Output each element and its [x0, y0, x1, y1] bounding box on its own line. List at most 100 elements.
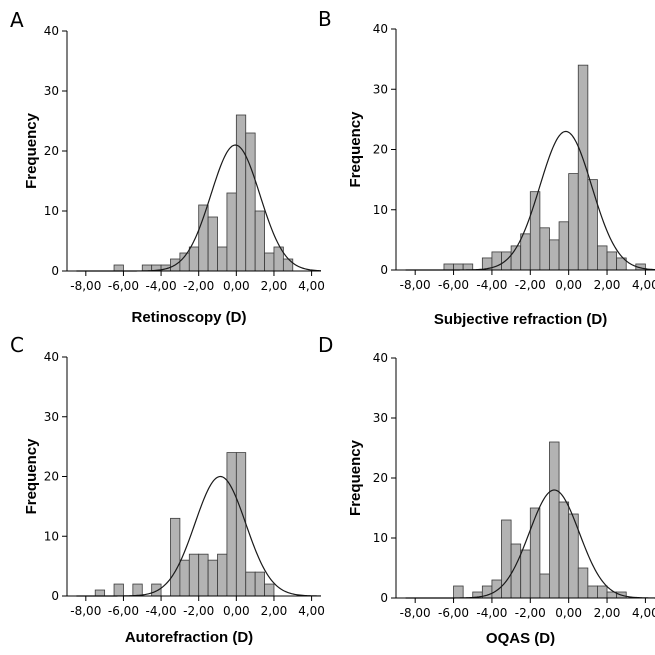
histogram-bar [94, 589, 106, 597]
panel-d: D 0 10 20 30 40 -8,00 -6,00 -4,00 -2,00 0,00 2,00 4,… [318, 333, 655, 647]
x-tick-label: -4,00 [146, 604, 177, 618]
y-tick-label: 40 [44, 24, 59, 38]
histogram-bar [151, 583, 162, 597]
panel-letter: C [10, 333, 24, 357]
histogram-bar [207, 559, 218, 597]
histogram-bar [217, 246, 228, 272]
y-axis-title: Frequency [23, 112, 40, 189]
x-tick-label: -2,00 [515, 278, 546, 292]
histogram-bar [113, 264, 124, 272]
x-tick-label: 0,00 [555, 606, 582, 620]
y-tick-label: 10 [373, 531, 388, 545]
y-tick-label: 30 [373, 82, 388, 96]
histogram-bar [226, 192, 237, 272]
histogram-bar [597, 585, 608, 599]
x-axis-title: Autorefraction (D) [125, 629, 253, 646]
x-tick-label: -2,00 [183, 279, 214, 293]
y-tick-label: 40 [373, 22, 388, 36]
x-tick-label: -6,00 [108, 604, 139, 618]
histogram-bar [539, 227, 550, 271]
histogram-bar [520, 233, 531, 271]
x-tick-label: 2,00 [594, 606, 621, 620]
x-tick-label: 2,00 [261, 279, 288, 293]
y-tick-label: 30 [44, 410, 59, 424]
x-axis-title: Subjective refraction (D) [434, 311, 607, 328]
histogram-bar [226, 452, 237, 597]
x-axis-title: Retinoscopy (D) [131, 309, 246, 326]
histogram-bar [529, 191, 541, 271]
histogram-bar [198, 204, 209, 272]
histogram-bar [568, 173, 579, 271]
x-tick-label: 4,00 [632, 606, 655, 620]
histogram-bar [462, 263, 474, 271]
histogram-bar [501, 519, 512, 599]
y-tick-label: 40 [373, 351, 388, 365]
x-tick-label: 4,00 [632, 278, 655, 292]
histogram-bar [235, 452, 247, 597]
x-tick-label: -4,00 [476, 606, 507, 620]
y-tick-label: 20 [44, 470, 59, 484]
histogram-bar [491, 579, 502, 599]
y-tick-label: 30 [44, 84, 59, 98]
y-tick-label: 20 [373, 471, 388, 485]
x-tick-label: -6,00 [438, 606, 469, 620]
x-tick-label: -4,00 [476, 278, 507, 292]
histogram-bar [453, 263, 464, 271]
x-tick-label: 4,00 [298, 604, 325, 618]
y-axis-title: Frequency [347, 111, 364, 188]
x-tick-label: -4,00 [146, 279, 177, 293]
histogram-bar [188, 246, 200, 272]
histogram-bar [217, 553, 228, 597]
histogram-bar [443, 263, 454, 271]
y-tick-label: 0 [51, 264, 59, 278]
histogram-bar [587, 585, 598, 599]
x-tick-label: -2,00 [183, 604, 214, 618]
histogram-bar [549, 441, 560, 599]
histogram-bar [254, 571, 265, 597]
y-tick-label: 10 [373, 203, 388, 217]
histogram-bar [597, 245, 608, 271]
y-axis-title: Frequency [347, 439, 364, 516]
histogram-bar [501, 251, 512, 271]
x-tick-label: 4,00 [298, 279, 325, 293]
histogram-bar [254, 210, 265, 272]
histogram-bar [264, 583, 275, 597]
histogram-bar [141, 264, 153, 272]
x-tick-label: 0,00 [223, 279, 250, 293]
histogram-bar [132, 583, 143, 597]
x-tick-label: -8,00 [400, 606, 431, 620]
x-axis-title: OQAS (D) [486, 630, 555, 647]
x-tick-label: -8,00 [400, 278, 431, 292]
histogram-bar [558, 221, 570, 271]
y-tick-label: 20 [373, 143, 388, 157]
histogram-bar [207, 216, 218, 272]
y-tick-label: 0 [51, 589, 59, 603]
histogram-bar [282, 258, 294, 272]
y-tick-label: 0 [380, 263, 388, 277]
histogram-bar [264, 252, 275, 272]
y-tick-label: 20 [44, 144, 59, 158]
x-tick-label: -6,00 [108, 279, 139, 293]
histogram-bar [606, 251, 618, 271]
y-tick-label: 10 [44, 529, 59, 543]
histogram-bar [188, 553, 200, 597]
histogram-bar [577, 567, 589, 599]
histogram-bar [235, 114, 247, 272]
histogram-bar [245, 132, 256, 272]
y-tick-label: 40 [44, 350, 59, 364]
panel-c: C 0 10 20 30 40 -8,00 -6,00 -4,00 -2,00 0,00 2,00 4,… [10, 333, 325, 646]
x-tick-label: -8,00 [70, 279, 101, 293]
histogram-bar [113, 583, 124, 597]
histogram-bar [179, 559, 190, 597]
histogram-bar [520, 549, 531, 599]
y-tick-label: 0 [380, 591, 388, 605]
x-tick-label: 2,00 [261, 604, 288, 618]
x-tick-label: 0,00 [223, 604, 250, 618]
histogram-bar [170, 517, 181, 597]
histogram-bar [245, 571, 256, 597]
panel-letter: B [318, 7, 332, 31]
panel-letter: A [10, 8, 24, 32]
histogram-bar [549, 239, 560, 271]
y-tick-label: 30 [373, 411, 388, 425]
